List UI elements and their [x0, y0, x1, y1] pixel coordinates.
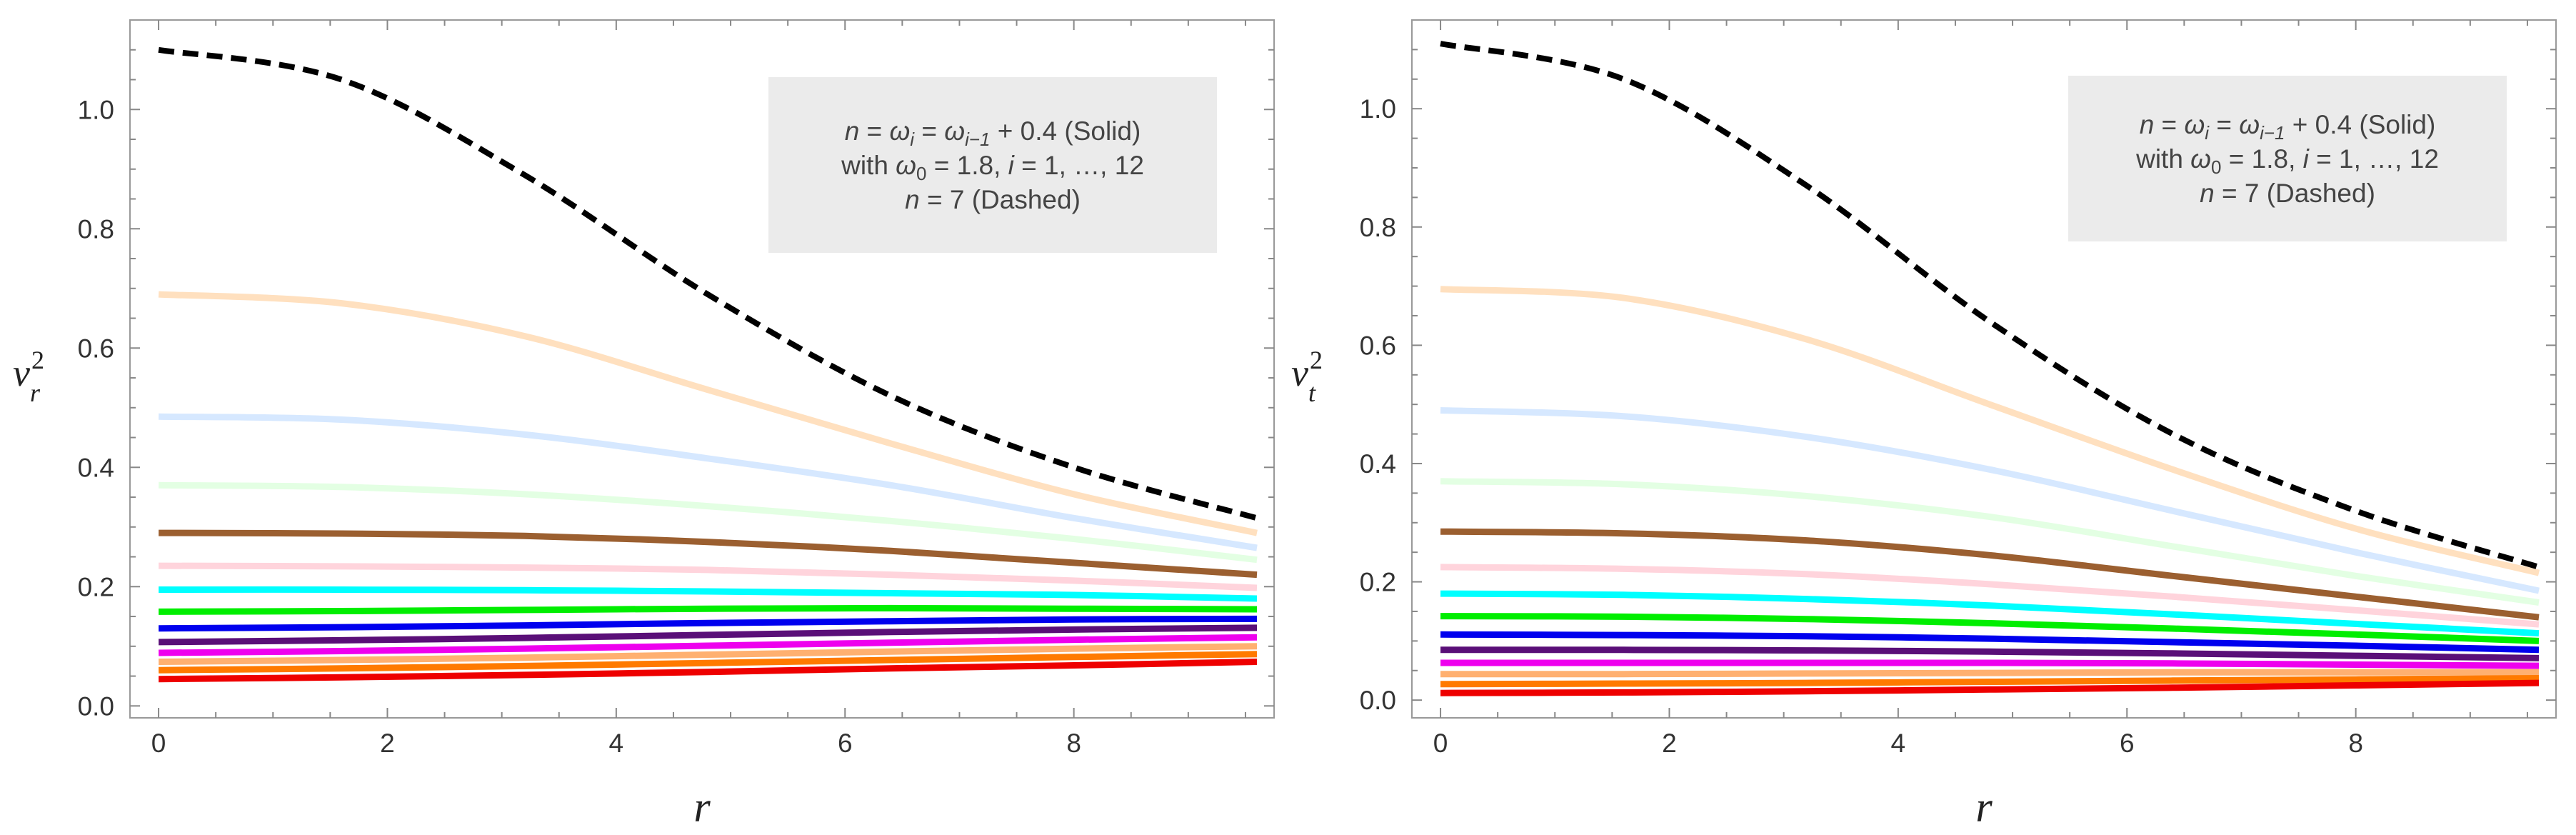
- y-axis-title: v2 t: [1291, 346, 1323, 407]
- series-line-solid: [159, 634, 1258, 656]
- legend: n = ωi = ωi−1 + 0.4 (Solid)with ω0 = 1.8…: [768, 77, 1217, 253]
- series-line-solid: [159, 586, 1258, 602]
- plot-frame: [129, 19, 1275, 719]
- series-line-solid: [159, 413, 1258, 551]
- series-line-solid: [1440, 590, 2540, 637]
- series-group: [158, 46, 1258, 683]
- x-tick-label: 6: [2120, 729, 2135, 758]
- y-tick-label: 0.6: [1360, 331, 1396, 360]
- y-tick-label: 0.4: [1360, 449, 1396, 479]
- series-line-solid: [159, 651, 1258, 674]
- legend-line-2: with ω0 = 1.8, i = 1, …, 12: [841, 151, 1144, 184]
- x-tick-label: 4: [609, 729, 624, 758]
- x-tick-label: 2: [380, 729, 395, 758]
- series-line-solid: [1440, 286, 2540, 576]
- legend-box: [768, 77, 1217, 253]
- series-line-solid: [1440, 646, 2540, 661]
- plot-frame: [1411, 19, 2557, 719]
- y-tick-label: 0.8: [78, 214, 114, 244]
- legend-line-3: n = 7 (Dashed): [2200, 179, 2375, 208]
- y-tick-label: 1.0: [78, 95, 114, 124]
- chart-panel-left: 0 2 4 6 8 0.0 0.2 0.4 0.6 0.8 1.0 r v2 r n = ωi = ωi−1…: [13, 19, 1275, 831]
- y-axis-title: v2 r: [13, 346, 44, 407]
- series-line-solid: [1440, 478, 2540, 606]
- x-tick-label: 6: [838, 729, 853, 758]
- legend-line-2: with ω0 = 1.8, i = 1, …, 12: [2135, 144, 2439, 178]
- legend: n = ωi = ωi−1 + 0.4 (Solid)with ω0 = 1.8…: [2068, 76, 2507, 241]
- series-line-solid: [1440, 613, 2540, 644]
- series-line-solid: [1440, 564, 2540, 628]
- series-line-solid: [159, 562, 1258, 591]
- y-tick-label: 0.0: [78, 691, 114, 721]
- series-line-solid: [1440, 528, 2540, 621]
- x-tick-label: 8: [2348, 729, 2363, 758]
- x-axis-title: r: [693, 784, 711, 831]
- series-line-solid: [1440, 407, 2540, 594]
- x-tick-label: 4: [1891, 729, 1906, 758]
- series-line-solid: [159, 643, 1258, 665]
- x-tick-label: 0: [151, 729, 166, 758]
- series-line-dashed: [158, 46, 1258, 521]
- series-group: [1440, 41, 2540, 696]
- y-tick-label: 0.0: [1360, 686, 1396, 715]
- series-line-solid: [158, 291, 1258, 536]
- x-tick-label: 0: [1433, 729, 1448, 758]
- y-tick-label: 1.0: [1360, 94, 1396, 124]
- legend-line-1: n = ωi = ωi−1 + 0.4 (Solid): [845, 116, 1141, 150]
- y-tick-label: 0.4: [78, 453, 114, 482]
- series-line-solid: [159, 481, 1258, 564]
- y-tick-label: 0.2: [1360, 568, 1396, 597]
- series-line-solid: [159, 604, 1258, 615]
- series-line-solid: [1440, 631, 2540, 654]
- y-tick-label: 0.8: [1360, 213, 1396, 242]
- series-line-solid: [1440, 659, 2540, 669]
- x-axis-title: r: [1975, 784, 1993, 831]
- series-line-solid: [1440, 675, 2540, 688]
- x-tick-label: 8: [1066, 729, 1081, 758]
- legend-box: [2068, 76, 2507, 241]
- legend-line-1: n = ωi = ωi−1 + 0.4 (Solid): [2140, 110, 2436, 144]
- legend-line-3: n = 7 (Dashed): [905, 185, 1081, 214]
- y-tick-label: 0.2: [78, 572, 114, 601]
- chart-panel-right: 0 2 4 6 8 0.0 0.2 0.4 0.6 0.8 1.0 r v2 t n = ωi = ωi−1…: [1291, 19, 2557, 831]
- y-tick-label: 0.6: [78, 334, 114, 363]
- series-line-solid: [1440, 669, 2539, 678]
- x-tick-label: 2: [1662, 729, 1677, 758]
- series-line-solid: [159, 529, 1258, 579]
- series-line-solid: [159, 624, 1258, 646]
- series-line-solid: [1440, 679, 2540, 696]
- series-line-solid: [159, 659, 1258, 683]
- series-line-solid: [159, 615, 1258, 632]
